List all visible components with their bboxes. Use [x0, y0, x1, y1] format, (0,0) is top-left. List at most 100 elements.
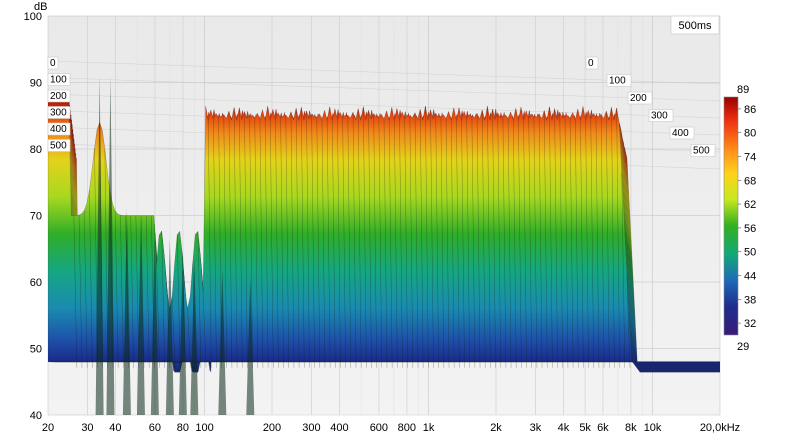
- low-frequency-spike: [178, 248, 187, 415]
- surface-ridge: [321, 118, 326, 368]
- surface-ridge: [295, 108, 300, 368]
- x-tick-label: 30: [81, 422, 93, 434]
- time-tick-box: [585, 56, 599, 70]
- time-tick-box: [47, 122, 71, 136]
- surface-ridge: [564, 115, 569, 368]
- surface-ridge: [114, 210, 119, 368]
- y-axis-unit-label: dB: [34, 1, 47, 13]
- surface-ridge: [171, 296, 176, 368]
- time-tick-right: 200: [627, 91, 653, 105]
- surface-ridge: [352, 112, 357, 368]
- surface-ridge: [466, 118, 470, 368]
- surface-ridge: [73, 215, 78, 368]
- colorbar-max-label: 89: [737, 84, 749, 96]
- time-tick-box: [669, 126, 695, 140]
- surface-ridge: [533, 116, 538, 368]
- x-axis-ticks: 20 30 40 60 80 100 200 300 400 600 800 1k 2k 3k 4k 5k 6k…: [42, 422, 740, 434]
- surface-ridge: [275, 119, 279, 368]
- x-tick-label: 300: [302, 422, 320, 434]
- surface-ridge: [89, 190, 93, 368]
- surface-ridge: [585, 120, 589, 368]
- surface-ridge: [104, 149, 109, 368]
- surface-ridge: [414, 112, 419, 368]
- surface-ridge: [120, 215, 124, 368]
- time-tick-left: 100: [47, 73, 71, 86]
- surface-ridge: [419, 109, 424, 368]
- x-tick-label: 2k: [490, 422, 502, 434]
- low-frequency-spike: [95, 75, 104, 415]
- surface-ridge: [239, 107, 243, 368]
- colorbar-tick-label: 74: [744, 152, 756, 164]
- waterfall-slice: [48, 95, 720, 362]
- surface-ridge: [606, 111, 610, 368]
- surface-ridge: [78, 215, 83, 368]
- surface-ridge: [130, 215, 134, 368]
- surface-ridge: [316, 116, 321, 368]
- colorbar: 89 29 86 80 74 68 62 56 50 44 38 32: [723, 84, 756, 353]
- low-frequency-spike: [106, 75, 115, 415]
- surface-ridge: [461, 119, 465, 368]
- y-tick-label: 70: [30, 211, 42, 223]
- low-frequency-spike: [246, 278, 255, 415]
- surface-ridge: [259, 119, 264, 368]
- colorbar-tick-label: 86: [744, 104, 756, 116]
- surface-ridge: [554, 108, 558, 368]
- y-tick-label: 60: [30, 277, 42, 289]
- time-tick-box: [690, 144, 716, 157]
- colorbar-tick-label: 68: [744, 175, 756, 187]
- surface-ridge: [332, 120, 336, 368]
- x-tick-label: 40: [109, 422, 121, 434]
- surface-ridge: [456, 120, 460, 368]
- surface-ridge: [383, 118, 388, 368]
- surface-ridge: [616, 107, 620, 368]
- surface-ridge: [135, 215, 140, 368]
- surface-ridge: [388, 120, 393, 368]
- surface-ridge: [208, 120, 212, 368]
- surface-ridge: [197, 231, 202, 368]
- time-tick-label: 200: [630, 93, 647, 104]
- surface-ridge: [399, 119, 403, 368]
- x-tick-label: 100: [195, 422, 213, 434]
- y-tick-label: 50: [30, 344, 42, 356]
- surface-ridge: [559, 112, 563, 368]
- colorbar-gradient: [723, 96, 739, 336]
- time-tick-box: [627, 91, 653, 105]
- time-tick-label: 300: [651, 111, 668, 122]
- surface-ridge: [337, 119, 341, 368]
- time-tick-left: 200: [47, 89, 71, 103]
- surface-ridge: [497, 112, 501, 368]
- surface-ridge: [156, 264, 160, 368]
- surface-ridge: [373, 113, 377, 368]
- surface-ridge: [270, 120, 274, 368]
- colorbar-tick-label: 80: [744, 128, 756, 140]
- x-tick-label: 20,0kHz: [700, 422, 740, 434]
- x-tick-label: 200: [263, 422, 281, 434]
- surface-ridge: [502, 115, 507, 368]
- low-frequency-spike: [122, 208, 131, 415]
- time-tick-left: 400: [47, 122, 71, 136]
- surface-ridge: [233, 107, 238, 368]
- surface-ridge: [285, 114, 290, 368]
- surface-ridge: [528, 118, 532, 368]
- surface-ridge: [83, 210, 88, 368]
- time-window-label: 500ms: [678, 20, 712, 32]
- surface-ridge: [290, 111, 295, 368]
- surface-ridge: [626, 275, 631, 368]
- time-axis-ticks: 0 0 100 100 200 200 300 300 400 400 500 500: [47, 56, 716, 157]
- time-tick-box: [47, 56, 59, 70]
- time-tick-label: 0: [588, 58, 594, 69]
- surface-ridge: [549, 106, 553, 368]
- time-tick-box: [47, 73, 71, 86]
- x-tick-label: 800: [398, 422, 416, 434]
- surface-ridge: [518, 120, 522, 368]
- time-tick-label: 100: [609, 76, 626, 87]
- time-tick-label: 400: [672, 128, 689, 139]
- surface-ridge: [544, 110, 548, 368]
- x-tick-label: 8k: [625, 422, 637, 434]
- surface-ridge: [280, 117, 284, 368]
- colorbar-tick-label: 50: [744, 247, 756, 259]
- surface-ridge: [311, 114, 315, 368]
- x-tick-label: 4k: [558, 422, 570, 434]
- surface-ridge: [425, 105, 429, 368]
- surface-ridge: [523, 120, 527, 368]
